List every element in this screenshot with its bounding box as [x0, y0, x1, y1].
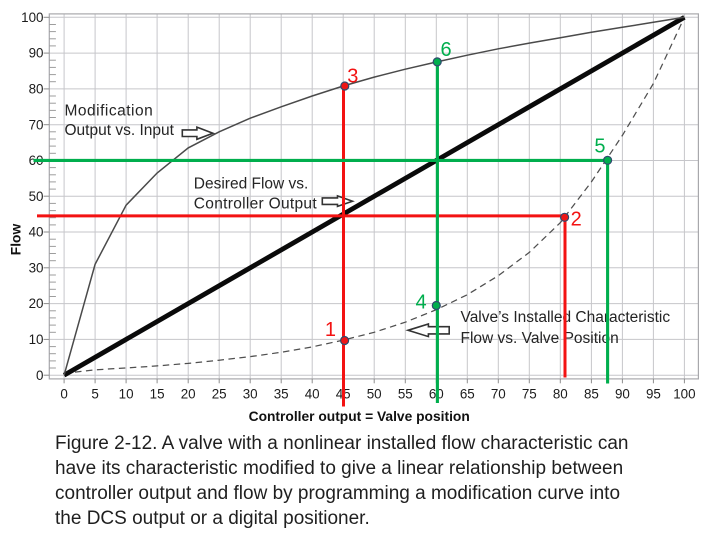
svg-text:80: 80 [553, 386, 568, 401]
svg-text:40: 40 [305, 386, 320, 401]
svg-text:3: 3 [347, 66, 358, 88]
svg-text:85: 85 [584, 386, 599, 401]
svg-text:50: 50 [29, 189, 44, 204]
svg-text:1: 1 [325, 319, 336, 341]
svg-text:10: 10 [119, 386, 134, 401]
svg-text:6: 6 [441, 39, 452, 61]
svg-text:80: 80 [29, 82, 44, 97]
svg-text:90: 90 [29, 46, 44, 61]
svg-text:70: 70 [491, 386, 506, 401]
svg-text:0: 0 [60, 386, 67, 401]
svg-text:30: 30 [243, 386, 258, 401]
svg-text:Modification: Modification [65, 103, 154, 120]
svg-text:5: 5 [91, 386, 98, 401]
svg-text:2: 2 [571, 209, 582, 231]
svg-text:Flow: Flow [9, 224, 24, 256]
svg-text:Controller output = Valve posi: Controller output = Valve position [249, 409, 470, 424]
svg-text:65: 65 [460, 386, 475, 401]
svg-text:10: 10 [29, 332, 44, 347]
svg-text:20: 20 [29, 296, 44, 311]
svg-text:100: 100 [673, 386, 695, 401]
svg-text:Flow vs. Valve Position: Flow vs. Valve Position [461, 330, 619, 347]
svg-text:25: 25 [212, 386, 227, 401]
svg-text:70: 70 [29, 117, 44, 132]
svg-text:35: 35 [274, 386, 289, 401]
svg-text:90: 90 [615, 386, 630, 401]
svg-text:Controller Output: Controller Output [194, 196, 318, 213]
svg-text:95: 95 [646, 386, 661, 401]
svg-text:55: 55 [398, 386, 413, 401]
svg-text:50: 50 [367, 386, 382, 401]
svg-text:Output vs. Input: Output vs. Input [65, 122, 175, 139]
svg-text:30: 30 [29, 260, 44, 275]
svg-text:20: 20 [181, 386, 196, 401]
svg-text:100: 100 [21, 10, 43, 25]
svg-text:5: 5 [594, 135, 605, 157]
svg-text:0: 0 [36, 368, 43, 383]
svg-text:75: 75 [522, 386, 537, 401]
svg-text:Desired Flow vs.: Desired Flow vs. [194, 176, 309, 193]
svg-text:15: 15 [150, 386, 165, 401]
svg-text:4: 4 [415, 291, 426, 313]
svg-text:40: 40 [29, 225, 44, 240]
